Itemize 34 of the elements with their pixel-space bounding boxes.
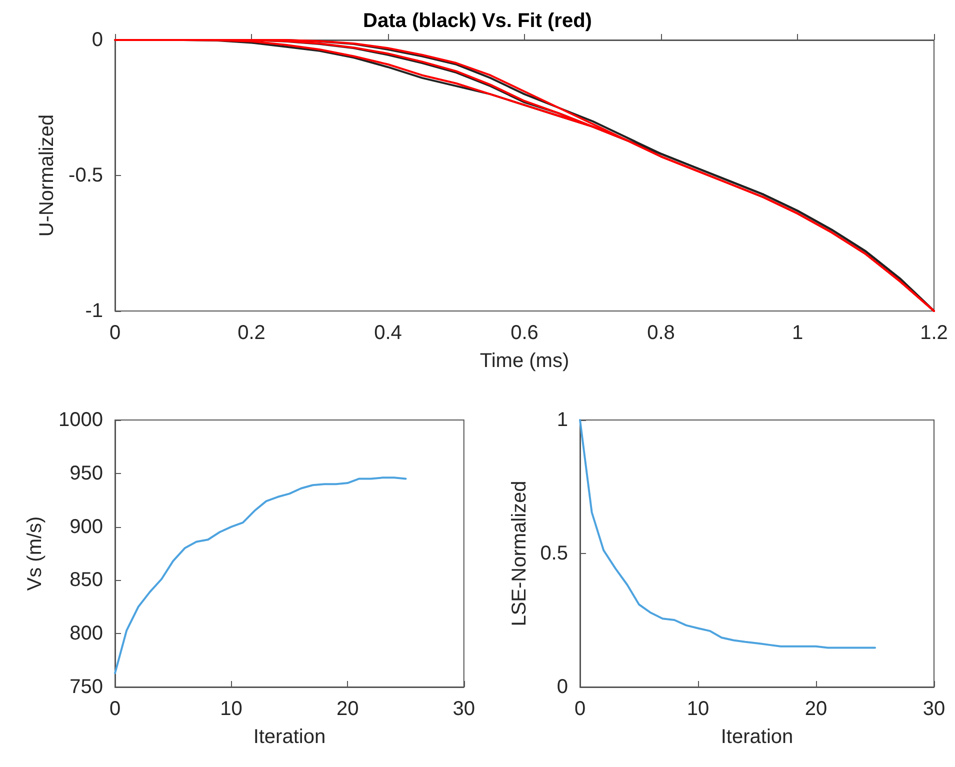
x-tick-label: 0.8 — [647, 322, 675, 344]
x-axis-title: Iteration — [253, 726, 326, 748]
y-axis-title: Vs (m/s) — [24, 516, 46, 591]
y-tick-label: 950 — [70, 462, 103, 484]
y-tick-label: -1 — [85, 300, 103, 322]
x-tick-label: 20 — [336, 698, 359, 720]
x-tick-label: 30 — [922, 698, 946, 720]
x-tick-label: 10 — [220, 698, 242, 720]
x-tick-label: 0 — [109, 698, 121, 720]
y-tick-label: 750 — [70, 676, 103, 698]
y-tick-label: 0.5 — [540, 542, 568, 564]
x-tick-label: 20 — [804, 698, 828, 720]
x-axis-title: Iteration — [720, 726, 794, 748]
x-tick-label: 0.6 — [510, 322, 538, 344]
x-tick-label: 30 — [452, 698, 475, 720]
y-tick-label: -0.5 — [68, 164, 103, 186]
y-tick-label: 0 — [92, 29, 103, 51]
y-tick-label: 0 — [556, 676, 568, 698]
y-tick-label: 850 — [70, 569, 103, 592]
chart-title: Data (black) Vs. Fit (red) — [363, 10, 592, 32]
y-tick-label: 1000 — [58, 409, 103, 431]
x-tick-label: 1 — [792, 322, 804, 344]
y-tick-label: 1 — [556, 409, 568, 431]
y-axis-title: U-Normalized — [36, 114, 58, 237]
x-tick-label: 0.2 — [238, 322, 266, 344]
x-tick-label: 0 — [109, 322, 121, 344]
x-tick-label: 0 — [574, 698, 586, 720]
y-tick-label: 800 — [70, 622, 103, 645]
x-tick-label: 10 — [686, 698, 710, 720]
y-axis-title: LSE-Normalized — [508, 480, 530, 626]
x-axis-title: Time (ms) — [480, 350, 570, 372]
x-tick-label: 1.2 — [920, 322, 948, 344]
y-tick-label: 900 — [70, 516, 103, 538]
x-tick-label: 0.4 — [374, 322, 402, 344]
